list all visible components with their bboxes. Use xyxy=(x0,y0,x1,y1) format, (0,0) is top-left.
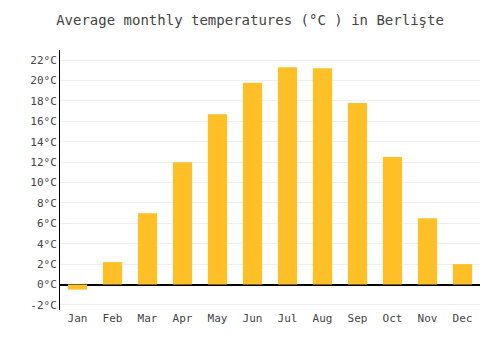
svg-text:16°C: 16°C xyxy=(30,115,57,128)
svg-text:Feb: Feb xyxy=(103,312,123,325)
svg-text:18°C: 18°C xyxy=(30,95,57,108)
svg-text:14°C: 14°C xyxy=(30,136,57,149)
svg-text:Jul: Jul xyxy=(278,312,298,325)
svg-text:20°C: 20°C xyxy=(30,74,57,87)
svg-text:Jan: Jan xyxy=(68,312,88,325)
svg-text:Nov: Nov xyxy=(418,312,438,325)
svg-text:0°C: 0°C xyxy=(37,278,57,291)
svg-text:8°C: 8°C xyxy=(37,197,57,210)
svg-text:Average monthly temperatures (: Average monthly temperatures (°C ) in Be… xyxy=(56,12,444,28)
svg-text:Oct: Oct xyxy=(383,312,403,325)
svg-text:22°C: 22°C xyxy=(30,54,57,67)
svg-text:Aug: Aug xyxy=(313,312,333,325)
svg-text:4°C: 4°C xyxy=(37,238,57,251)
svg-text:-2°C: -2°C xyxy=(30,299,57,312)
svg-text:2°C: 2°C xyxy=(37,258,57,271)
svg-text:May: May xyxy=(208,312,228,325)
svg-text:Mar: Mar xyxy=(138,312,158,325)
svg-text:Jun: Jun xyxy=(243,312,263,325)
svg-text:10°C: 10°C xyxy=(30,176,57,189)
svg-text:Apr: Apr xyxy=(173,312,193,325)
svg-text:Sep: Sep xyxy=(348,312,368,325)
svg-text:6°C: 6°C xyxy=(37,217,57,230)
svg-text:12°C: 12°C xyxy=(30,156,57,169)
svg-text:Dec: Dec xyxy=(453,312,473,325)
